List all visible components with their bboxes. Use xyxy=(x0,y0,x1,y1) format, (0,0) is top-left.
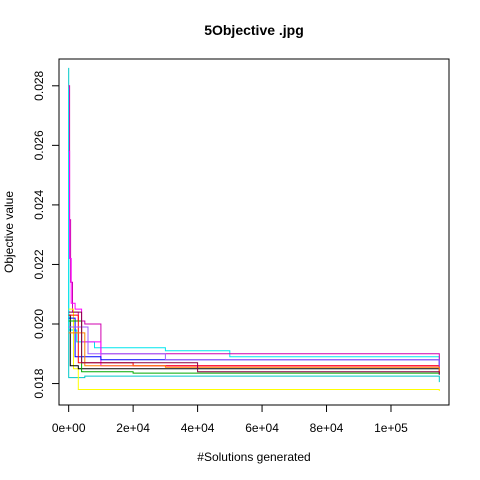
x-tick-label: 8e+04 xyxy=(310,421,344,435)
x-axis: 0e+00 2e+04 4e+04 6e+04 8e+04 1e+05 xyxy=(52,404,408,435)
series-line-5 xyxy=(68,308,440,391)
y-tick-label: 0.028 xyxy=(32,70,46,100)
series-line-3 xyxy=(68,85,440,374)
chart-title: 5Objective .jpg xyxy=(204,22,304,38)
x-tick-label: 6e+04 xyxy=(245,421,279,435)
y-tick-label: 0.018 xyxy=(32,368,46,398)
y-tick-label: 0.024 xyxy=(32,190,46,220)
series-line-1 xyxy=(68,67,440,383)
series-line-10 xyxy=(68,326,440,371)
y-tick-label: 0.026 xyxy=(32,130,46,160)
y-axis-label: Objective value xyxy=(2,191,16,273)
x-tick-label: 1e+05 xyxy=(374,421,408,435)
x-tick-label: 0e+00 xyxy=(52,421,86,435)
series-line-12 xyxy=(68,311,440,375)
y-tick-label: 0.020 xyxy=(32,309,46,339)
series-line-7 xyxy=(68,314,440,371)
y-axis: 0.018 0.020 0.022 0.024 0.026 0.028 xyxy=(32,70,60,399)
x-tick-label: 2e+04 xyxy=(116,421,150,435)
series-line-11 xyxy=(68,332,440,372)
plot-frame xyxy=(58,58,450,406)
y-tick-label: 0.022 xyxy=(32,249,46,279)
series-line-4 xyxy=(68,150,440,375)
series-layer xyxy=(68,67,440,391)
x-axis-label: #Solutions generated xyxy=(197,450,310,464)
series-line-2 xyxy=(68,88,440,368)
series-line-9 xyxy=(68,314,440,372)
x-tick-label: 4e+04 xyxy=(181,421,215,435)
